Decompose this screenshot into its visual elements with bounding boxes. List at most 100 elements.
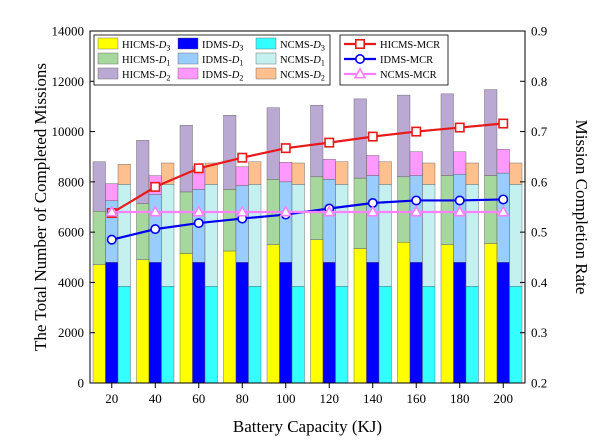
y2-tick-label: 0.5 [531,225,547,240]
y-tick-label: 6000 [58,225,84,240]
bar-IDMS-D1-200 [496,172,510,263]
bar-NCMS-D3-60 [204,286,218,384]
bar-HICMS-D3-60 [179,253,193,384]
bar-HICMS-D1-120 [310,176,324,240]
bar-IDMS-D2-180 [453,151,467,175]
bar-NCMS-D3-40 [161,286,175,384]
bar-IDMS-D2-160 [409,151,423,176]
x-tick-label: 60 [192,391,205,406]
legend-swatch-NCMS-D2 [255,67,277,80]
bar-IDMS-D1-140 [366,175,380,263]
lines-layer [105,118,510,245]
bar-NCMS-D1-120 [335,184,349,287]
bar-HICMS-D3-200 [484,243,498,384]
point-IDMS-MCR-160 [411,195,422,206]
bar-NCMS-D3-160 [422,286,436,384]
bar-HICMS-D2-200 [484,89,498,176]
bar-NCMS-D1-100 [291,184,305,287]
y2-tick-label: 0.4 [531,275,548,290]
legend-marker-IDMS-MCR [354,53,365,64]
bar-HICMS-D3-40 [136,259,150,384]
bar-HICMS-D2-160 [397,94,411,178]
bar-NCMS-D1-60 [204,184,218,287]
point-NCMS-MCR-60 [192,205,206,217]
bar-IDMS-D3-120 [322,262,336,384]
bar-HICMS-D2-180 [440,93,454,176]
bar-HICMS-D3-160 [397,241,411,384]
x-tick-label: 100 [276,391,296,406]
bar-IDMS-D3-200 [496,262,510,384]
bar-IDMS-D3-100 [279,262,293,384]
y2-tick-label: 0.2 [531,376,547,391]
point-IDMS-MCR-40 [150,224,161,235]
point-HICMS-MCR-40 [150,181,161,192]
bar-HICMS-D3-80 [223,250,237,384]
bar-NCMS-D1-80 [248,184,262,287]
bar-HICMS-D2-120 [310,104,324,178]
legend-label-NCMS-D2: NCMS-D2 [280,70,325,83]
y-tick-label: 4000 [58,275,84,290]
bar-IDMS-D3-20 [105,262,119,384]
legend-label-HICMS-D1: HICMS-D1 [122,55,170,68]
point-HICMS-MCR-80 [237,152,248,163]
point-HICMS-MCR-140 [367,131,378,142]
bar-HICMS-D2-100 [266,107,280,180]
legend-label-NCMS-D1: NCMS-D1 [280,55,325,68]
bar-HICMS-D1-160 [397,176,411,243]
bar-HICMS-D3-140 [353,248,367,384]
x-tick-label: 200 [494,391,514,406]
bar-NCMS-D2-20 [117,164,131,185]
legend-swatch-HICMS-D1 [97,52,119,65]
legend-label-IDMS-D3: IDMS-D3 [202,40,243,53]
bar-NCMS-D3-180 [465,286,479,384]
bar-NCMS-D2-180 [465,162,479,185]
x-tick-label: 140 [363,391,383,406]
bar-IDMS-D2-100 [279,162,293,183]
point-HICMS-MCR-200 [498,118,509,129]
bar-HICMS-D1-140 [353,177,367,249]
legend-swatch-IDMS-D2 [177,67,199,80]
y-tick-label: 10000 [52,124,85,139]
point-HICMS-MCR-120 [324,137,335,148]
point-IDMS-MCR-60 [193,218,204,229]
bar-NCMS-D3-100 [291,286,305,384]
bar-HICMS-D1-180 [440,175,454,245]
bar-HICMS-D2-60 [179,125,193,193]
bar-NCMS-D3-120 [335,286,349,384]
x-tick-label: 180 [450,391,470,406]
bar-NCMS-D3-20 [117,286,131,384]
bar-IDMS-D1-180 [453,174,467,263]
y-tick-label: 2000 [58,325,84,340]
y2-tick-label: 0.7 [531,124,548,139]
bar-HICMS-D2-80 [223,115,237,190]
bar-HICMS-D2-40 [136,140,150,204]
y-tick-label: 0 [78,376,85,391]
bar-IDMS-D3-140 [366,262,380,384]
point-HICMS-MCR-180 [454,122,465,133]
bar-NCMS-D2-80 [248,161,262,185]
legend-label-NCMS-MCR: NCMS-MCR [380,70,437,81]
legend-bars-box [93,34,331,86]
ticks-layer: 0 2000 4000 6000 8000 10000 12000 14000 0.2 0.3 0.… [52,24,548,407]
y2-axis-title: Mission Completion Rate [572,120,591,295]
y-axis-title: The Total Number of Completed Missions [31,63,50,351]
point-NCMS-MCR-140 [366,205,380,217]
bar-IDMS-D2-80 [235,166,249,186]
legend-swatch-NCMS-D3 [255,37,277,50]
bar-HICMS-D1-200 [484,175,498,244]
y2-tick-label: 0.9 [531,24,547,39]
y2-tick-label: 0.8 [531,74,547,89]
y-tick-label: 14000 [52,24,85,39]
point-NCMS-MCR-120 [322,205,336,217]
bar-IDMS-D1-100 [279,181,293,263]
point-NCMS-MCR-100 [279,205,293,217]
bar-NCMS-D3-80 [248,286,262,384]
bars-layer [92,89,523,384]
bar-HICMS-D1-60 [179,191,193,254]
bar-NCMS-D2-120 [335,161,349,185]
bar-IDMS-D3-80 [235,262,249,384]
bar-IDMS-D3-40 [148,262,162,384]
legend-marker-NCMS-MCR [353,67,367,79]
bar-HICMS-D3-120 [310,239,324,384]
